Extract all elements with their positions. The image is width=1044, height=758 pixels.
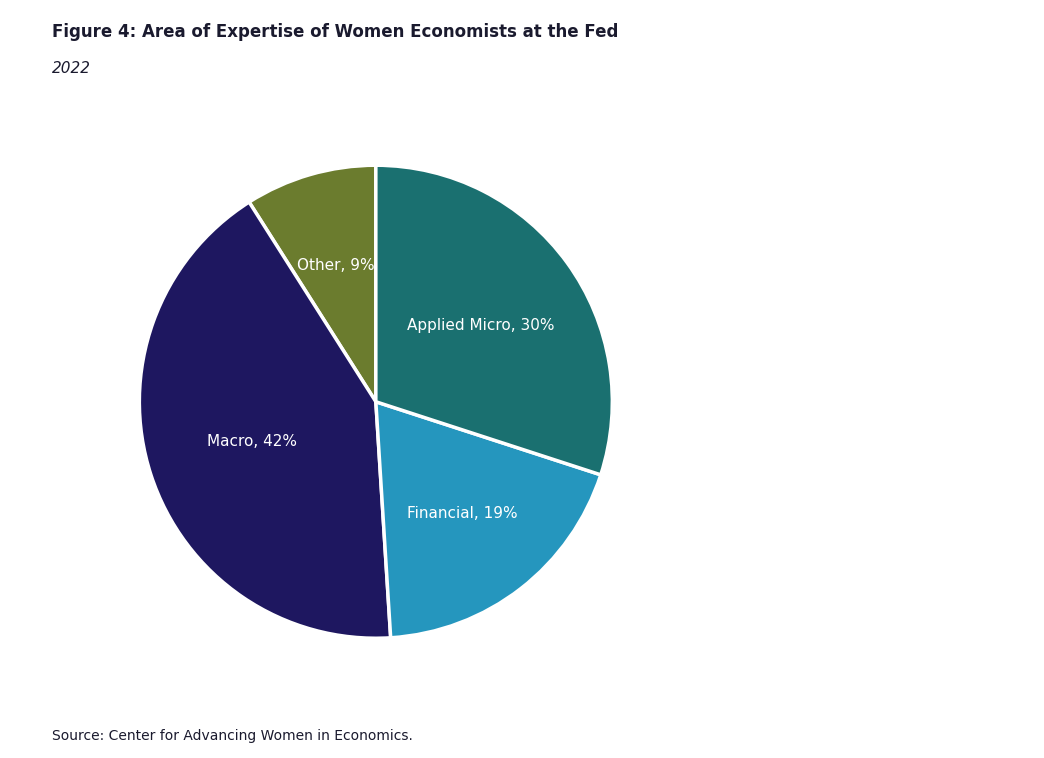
Wedge shape xyxy=(376,165,613,475)
Text: 2022: 2022 xyxy=(52,61,91,76)
Text: Macro, 42%: Macro, 42% xyxy=(207,434,298,449)
Wedge shape xyxy=(139,202,390,638)
Text: Figure 4: Area of Expertise of Women Economists at the Fed: Figure 4: Area of Expertise of Women Eco… xyxy=(52,23,619,41)
Text: Financial, 19%: Financial, 19% xyxy=(407,506,518,522)
Wedge shape xyxy=(250,165,376,402)
Text: Applied Micro, 30%: Applied Micro, 30% xyxy=(407,318,554,333)
Text: Other, 9%: Other, 9% xyxy=(298,258,375,273)
Wedge shape xyxy=(376,402,600,637)
Text: Source: Center for Advancing Women in Economics.: Source: Center for Advancing Women in Ec… xyxy=(52,729,413,743)
